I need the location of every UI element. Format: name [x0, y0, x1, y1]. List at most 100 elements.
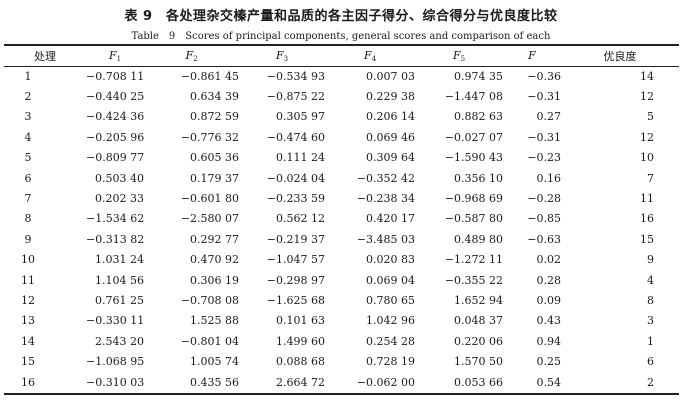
- bottom-rule: [4, 393, 679, 395]
- cell-f3: 0.088 68: [276, 355, 325, 369]
- cell-f3: 0.305 97: [276, 110, 325, 124]
- header-f3-symbol: F: [275, 48, 284, 62]
- table-row: 2 −0.440 25 0.634 39 −0.875 22 0.229 38 −1.44…: [4, 86, 679, 106]
- cell-f3: −0.875 22: [266, 90, 325, 104]
- cell-rank: 7: [647, 171, 654, 185]
- table-row: 13 −0.330 11 1.525 88 0.101 63 1.042 96 0.048…: [4, 311, 679, 331]
- cell-treatment: 13: [21, 314, 35, 328]
- cell-rank: 8: [647, 293, 654, 307]
- cell-f4: 0.780 65: [366, 293, 415, 307]
- cell-f-total: 0.94: [536, 334, 562, 348]
- header-f4-symbol: F: [363, 48, 372, 62]
- cell-rank: 3: [647, 314, 654, 328]
- scores-table: 处理 F1 F2 F3 F4 F5 F 优良度 1 −0.708 11 −0.861…: [4, 45, 679, 392]
- cell-treatment: 8: [24, 212, 32, 226]
- cell-f-total: 0.09: [536, 293, 562, 307]
- cell-f-total: 0.28: [536, 273, 562, 287]
- cell-f4: −3.485 03: [356, 232, 415, 246]
- cell-f-total: 0.02: [536, 253, 562, 267]
- table-title-english: Table 9 Scores of principal components, …: [131, 31, 551, 42]
- header-f5: F5: [415, 45, 503, 66]
- cell-f1: 0.503 40: [95, 171, 144, 185]
- cell-f-total: −0.28: [527, 192, 561, 206]
- cell-f3: −0.474 60: [266, 130, 325, 144]
- table-body: 1 −0.708 11 −0.861 45 −0.534 93 0.007 03 0.97…: [4, 66, 679, 392]
- cell-treatment: 6: [24, 171, 32, 185]
- cell-f3: −1.625 68: [266, 293, 325, 307]
- cell-f5: −0.587 80: [444, 212, 503, 226]
- cell-rank: 5: [647, 110, 654, 124]
- header-f5-symbol: F: [452, 48, 461, 62]
- table-row: 11 1.104 56 0.306 19 −0.298 97 0.069 04 −0.35…: [4, 270, 679, 290]
- table-row: 4 −0.205 96 −0.776 32 −0.474 60 0.069 46 −0.0…: [4, 127, 679, 147]
- table-row: 16 −0.310 03 0.435 56 2.664 72 −0.062 00 0.05…: [4, 372, 679, 392]
- table-header-row: 处理 F1 F2 F3 F4 F5 F 优良度: [4, 45, 679, 66]
- table-row: 1 −0.708 11 −0.861 45 −0.534 93 0.007 03 0.97…: [4, 66, 679, 86]
- cell-f-total: −0.85: [527, 212, 561, 226]
- cell-f3: −1.047 57: [266, 253, 325, 267]
- cell-rank: 10: [640, 151, 654, 165]
- cell-f-total: −0.31: [527, 130, 561, 144]
- cell-treatment: 15: [21, 355, 35, 369]
- cell-f5: 0.220 06: [454, 334, 503, 348]
- cell-f2: 0.179 37: [190, 171, 239, 185]
- cell-rank: 15: [640, 232, 654, 246]
- cell-f2: −0.801 04: [180, 334, 239, 348]
- cell-f2: −0.861 45: [180, 69, 239, 83]
- cell-rank: 16: [640, 212, 654, 226]
- cell-rank: 12: [640, 130, 654, 144]
- cell-f-total: −0.36: [527, 69, 561, 83]
- cell-f1: −0.809 77: [86, 151, 145, 165]
- cell-f5: −0.027 07: [444, 130, 503, 144]
- cell-treatment: 5: [24, 151, 32, 165]
- table-row: 7 0.202 33 −0.601 80 −0.233 59 −0.238 34 −0.9…: [4, 188, 679, 208]
- header-rule: [4, 66, 679, 67]
- cell-f2: 0.605 36: [190, 151, 239, 165]
- cell-f5: −0.355 22: [444, 273, 503, 287]
- table-row: 14 2.543 20 −0.801 04 1.499 60 0.254 28 0.220…: [4, 331, 679, 351]
- cell-f2: 0.435 56: [190, 375, 239, 389]
- cell-f3: −0.219 37: [266, 232, 325, 246]
- cell-f1: −1.534 62: [86, 212, 145, 226]
- cell-rank: 4: [647, 273, 654, 287]
- cell-f3: 0.101 63: [276, 314, 325, 328]
- header-f3-subscript: 3: [283, 54, 289, 63]
- cell-f3: 1.499 60: [276, 334, 325, 348]
- table-row: 5 −0.809 77 0.605 36 0.111 24 0.309 64 −1.590…: [4, 148, 679, 168]
- cell-f3: 2.664 72: [276, 375, 325, 389]
- cell-f2: −0.601 80: [180, 192, 239, 206]
- cell-treatment: 7: [24, 192, 32, 206]
- table-row: 8 −1.534 62 −2.580 07 0.562 12 0.420 17 −0.58…: [4, 209, 679, 229]
- cell-f5: 0.489 80: [454, 232, 503, 246]
- header-treatment: 处理: [34, 49, 56, 63]
- cell-f2: −0.776 32: [180, 130, 239, 144]
- header-rank: 优良度: [603, 49, 637, 63]
- cell-f4: 0.069 04: [366, 273, 415, 287]
- cell-f5: 1.652 94: [454, 293, 503, 307]
- table-row: 10 1.031 24 0.470 92 −1.047 57 0.020 83 −1.27…: [4, 250, 679, 270]
- cell-f4: 0.069 46: [366, 130, 415, 144]
- cell-f2: 1.005 74: [190, 355, 239, 369]
- header-f4: F4: [325, 45, 415, 66]
- cell-f1: −1.068 95: [86, 355, 145, 369]
- cell-treatment: 16: [21, 375, 35, 389]
- cell-treatment: 9: [24, 232, 32, 246]
- cell-f5: −1.272 11: [444, 253, 503, 267]
- cell-treatment: 1: [24, 69, 32, 83]
- cell-f2: 0.470 92: [190, 253, 239, 267]
- cell-rank: 12: [640, 90, 654, 104]
- cell-f-total: −0.23: [527, 151, 561, 165]
- table-row: 9 −0.313 82 0.292 77 −0.219 37 −3.485 03 0.48…: [4, 229, 679, 249]
- cell-f4: −0.062 00: [356, 375, 415, 389]
- cell-f1: −0.424 36: [86, 110, 145, 124]
- cell-f5: 0.053 66: [454, 375, 503, 389]
- cell-treatment: 4: [24, 130, 32, 144]
- header-f1-subscript: 1: [116, 54, 122, 63]
- cell-f4: 0.728 19: [366, 355, 415, 369]
- cell-f5: −0.968 69: [444, 192, 503, 206]
- cell-rank: 9: [647, 253, 654, 267]
- cell-f2: 0.306 19: [190, 273, 239, 287]
- cell-f5: 0.974 35: [454, 69, 503, 83]
- cell-f2: 0.634 39: [190, 90, 239, 104]
